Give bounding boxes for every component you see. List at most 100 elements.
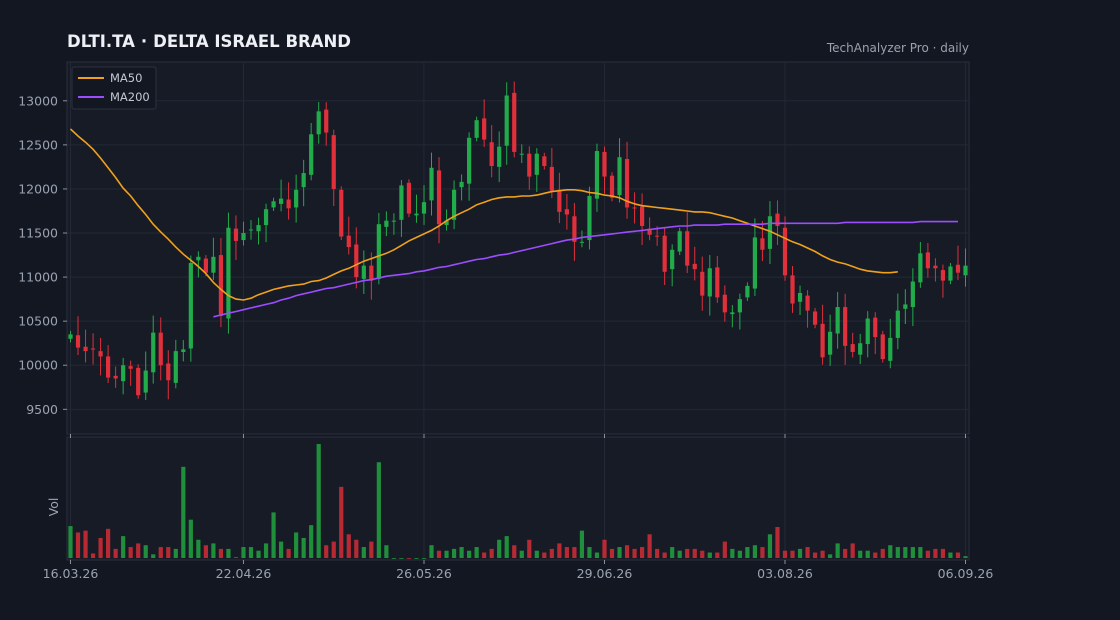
volume-bar bbox=[963, 556, 968, 558]
candle-body bbox=[655, 235, 660, 237]
candle-body bbox=[685, 231, 690, 266]
volume-bar bbox=[391, 558, 397, 559]
candle-body bbox=[602, 151, 607, 177]
candle-body bbox=[527, 153, 532, 177]
candle-body bbox=[940, 270, 946, 281]
volume-bar bbox=[677, 550, 682, 558]
candle-body bbox=[925, 252, 930, 269]
candle-body bbox=[737, 299, 742, 313]
price-tick-label: 11500 bbox=[18, 226, 58, 241]
candle-body bbox=[662, 235, 667, 272]
candle-body bbox=[143, 370, 148, 393]
volume-bar bbox=[670, 547, 675, 558]
price-axis: 9500 10000 10500 11000 11500 12000 12500 13000 bbox=[18, 93, 67, 417]
volume-bar bbox=[775, 526, 780, 558]
volume-bar bbox=[263, 543, 269, 558]
volume-bar bbox=[203, 545, 208, 558]
candle-body bbox=[256, 225, 261, 232]
volume-bar bbox=[843, 548, 848, 558]
candle-body bbox=[68, 334, 73, 339]
candle-body bbox=[286, 199, 291, 209]
candle-body bbox=[196, 256, 201, 261]
candle-body bbox=[489, 142, 494, 167]
candle-body bbox=[113, 375, 118, 379]
volume-bar bbox=[188, 519, 193, 558]
candle-body bbox=[391, 220, 397, 222]
candle-body bbox=[278, 198, 284, 204]
candle-body bbox=[301, 173, 306, 188]
candle-body bbox=[587, 195, 592, 241]
date-tick-label: 29.06.26 bbox=[577, 566, 633, 581]
candle-body bbox=[384, 220, 389, 227]
candle-body bbox=[948, 266, 953, 281]
ma200-line bbox=[213, 220, 958, 318]
volume-axis-label: Vol bbox=[46, 498, 61, 517]
candle-body bbox=[639, 206, 645, 226]
candle-body bbox=[835, 307, 840, 334]
volume-bar bbox=[339, 486, 344, 558]
candle-body bbox=[98, 351, 103, 357]
volume-bar bbox=[211, 543, 216, 558]
volume-bar bbox=[429, 545, 434, 558]
candle-body bbox=[617, 157, 622, 196]
volume-bar bbox=[361, 547, 366, 558]
volume-bar bbox=[918, 547, 923, 558]
volume-bar bbox=[940, 548, 946, 558]
date-tick-label: 16.03.26 bbox=[43, 566, 99, 581]
candle-body bbox=[797, 292, 803, 302]
candle-body bbox=[181, 349, 186, 353]
candle-body bbox=[873, 317, 878, 338]
candle-body bbox=[865, 318, 870, 345]
candle-body bbox=[467, 137, 472, 184]
candle-body bbox=[828, 331, 833, 355]
candle-body bbox=[226, 227, 231, 319]
candle-body bbox=[128, 366, 133, 369]
candle-body bbox=[203, 258, 208, 273]
volume-bar bbox=[233, 557, 239, 558]
volume-bar bbox=[294, 532, 299, 558]
volume-bar bbox=[346, 534, 351, 558]
price-tick-label: 13000 bbox=[18, 93, 58, 108]
candle-body bbox=[858, 343, 863, 355]
volume-bar bbox=[542, 552, 547, 558]
chart-title: DLTI.TA · DELTA ISRAEL BRAND bbox=[67, 32, 351, 51]
date-tick-label: 06.09.26 bbox=[938, 566, 994, 581]
volume-bar bbox=[647, 534, 652, 558]
volume-bar bbox=[459, 547, 464, 558]
volume-bar bbox=[572, 547, 577, 558]
volume-bar bbox=[685, 548, 690, 558]
volume-bar bbox=[609, 548, 615, 558]
candle-body bbox=[692, 263, 697, 270]
candle-body bbox=[767, 216, 773, 249]
volume-bar bbox=[527, 539, 532, 558]
volume-bar bbox=[444, 550, 449, 558]
chart-source: TechAnalyzer Pro · daily bbox=[826, 41, 969, 55]
candle-body bbox=[512, 92, 517, 152]
volume-bar bbox=[767, 534, 773, 558]
volume-bar bbox=[933, 548, 938, 558]
volume-bar bbox=[90, 553, 96, 558]
volume-bar bbox=[143, 545, 148, 558]
candle-body bbox=[910, 281, 915, 308]
candle-body bbox=[414, 213, 419, 216]
candle-body bbox=[121, 365, 126, 382]
volume-bar bbox=[286, 548, 291, 558]
candle-body bbox=[557, 189, 562, 212]
volume-bar bbox=[903, 547, 908, 558]
price-tick-label: 12000 bbox=[18, 181, 58, 196]
volume-bar bbox=[760, 547, 765, 558]
candle-body bbox=[955, 264, 961, 273]
volume-bar bbox=[865, 550, 870, 558]
candle-body bbox=[820, 323, 825, 358]
candle-body bbox=[918, 253, 923, 283]
legend: MA50 MA200 bbox=[71, 66, 157, 110]
candle-body bbox=[504, 95, 509, 146]
volume-bar bbox=[256, 550, 261, 558]
candle-body bbox=[775, 213, 780, 226]
candle-body bbox=[151, 332, 156, 373]
candle-body bbox=[497, 146, 502, 167]
volume-bar bbox=[805, 547, 810, 558]
candle-body bbox=[271, 201, 276, 208]
volume-bar bbox=[113, 548, 118, 558]
